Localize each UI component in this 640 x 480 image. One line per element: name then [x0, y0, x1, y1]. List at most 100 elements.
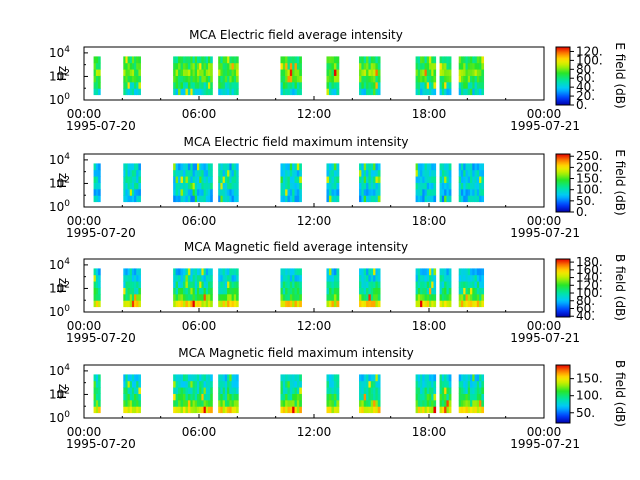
- data-cell: [370, 387, 374, 394]
- data-cell: [196, 169, 200, 177]
- data-cell: [296, 195, 300, 203]
- data-cell: [196, 393, 200, 401]
- data-cell: [441, 88, 445, 96]
- data-cell: [299, 75, 302, 83]
- data-cell: [185, 62, 189, 70]
- data-cell: [375, 287, 379, 295]
- data-interval: [218, 268, 239, 308]
- data-cell: [199, 69, 202, 76]
- data-interval: [173, 268, 191, 308]
- data-cell: [199, 176, 202, 183]
- data-cell: [424, 387, 428, 394]
- data-cell: [131, 374, 135, 382]
- data-cell: [296, 374, 300, 382]
- data-cell: [433, 406, 437, 414]
- data-cell: [224, 374, 228, 382]
- data-cell: [429, 374, 432, 382]
- data-cell: [336, 62, 340, 70]
- data-cell: [194, 387, 198, 394]
- data-cell: [424, 88, 428, 96]
- data-cell: [333, 300, 337, 308]
- data-cell: [190, 374, 193, 382]
- data-cell: [173, 176, 176, 183]
- x-tick-label: 00:00: [67, 319, 102, 333]
- data-cell: [129, 62, 133, 70]
- data-cell: [280, 176, 284, 183]
- data-cell: [220, 406, 224, 414]
- data-cell: [229, 374, 232, 382]
- data-cell: [465, 380, 469, 388]
- data-cell: [377, 399, 381, 407]
- data-cell: [439, 387, 443, 394]
- data-cell: [285, 268, 288, 276]
- data-cell: [292, 393, 295, 401]
- data-cell: [424, 169, 428, 177]
- data-cell: [375, 81, 379, 89]
- data-cell: [429, 293, 432, 301]
- data-cell: [180, 188, 184, 196]
- data-cell: [227, 293, 230, 301]
- data-cell: [222, 81, 226, 89]
- data-cell: [187, 287, 191, 295]
- data-cell: [465, 176, 469, 183]
- data-cell: [361, 393, 365, 401]
- data-cell: [294, 69, 298, 76]
- data-cell: [231, 281, 235, 288]
- data-cell: [192, 287, 196, 295]
- data-cell: [467, 300, 471, 308]
- data-cell: [433, 293, 437, 301]
- data-cell: [192, 176, 196, 183]
- data-cell: [444, 281, 447, 288]
- data-cell: [446, 380, 450, 388]
- data-cell: [336, 163, 340, 171]
- data-cell: [282, 75, 286, 83]
- y-tick-label: 104: [49, 45, 70, 60]
- data-cell: [465, 300, 469, 308]
- data-cell: [123, 69, 126, 76]
- y-tick-label: 104: [49, 257, 70, 272]
- data-cell: [361, 293, 365, 301]
- data-cell: [131, 380, 135, 388]
- data-cell: [136, 188, 139, 196]
- data-cell: [441, 393, 445, 401]
- colorbar-tick-label: 60.: [576, 71, 595, 85]
- data-cell: [424, 195, 428, 203]
- data-cell: [444, 300, 447, 308]
- data-cell: [326, 393, 330, 401]
- data-cell: [299, 300, 302, 308]
- data-cell: [470, 75, 473, 83]
- data-cell: [465, 188, 469, 196]
- data-cell: [229, 176, 232, 183]
- colorbar: 180.160.140.120.100.80.60.40. B field (dB…: [555, 254, 627, 323]
- data-cell: [326, 281, 330, 288]
- data-cell: [472, 176, 475, 183]
- data-cell: [127, 281, 131, 288]
- data-cell: [180, 169, 184, 177]
- data-cell: [458, 188, 462, 196]
- data-cell: [196, 268, 200, 276]
- data-cell: [481, 62, 485, 70]
- data-cell: [472, 281, 475, 288]
- data-cell: [433, 56, 437, 64]
- data-cell: [417, 182, 421, 190]
- data-cell: [287, 88, 291, 96]
- data-cell: [233, 75, 237, 83]
- data-cell: [229, 293, 232, 301]
- data-cell: [218, 287, 221, 295]
- data-cell: [222, 406, 226, 414]
- data-cell: [180, 176, 184, 183]
- data-cell: [127, 287, 131, 295]
- data-cell: [292, 75, 295, 83]
- data-cell: [134, 293, 137, 301]
- data-cell: [373, 169, 376, 177]
- x-tick-label: 18:00: [412, 319, 447, 333]
- data-cell: [229, 268, 232, 276]
- data-cell: [359, 374, 362, 382]
- data-cell: [185, 387, 189, 394]
- data-cell: [429, 88, 432, 96]
- data-cell: [294, 268, 298, 276]
- data-cell: [370, 281, 374, 288]
- data-cell: [285, 62, 288, 70]
- data-cell: [203, 69, 207, 76]
- data-cell: [185, 169, 189, 177]
